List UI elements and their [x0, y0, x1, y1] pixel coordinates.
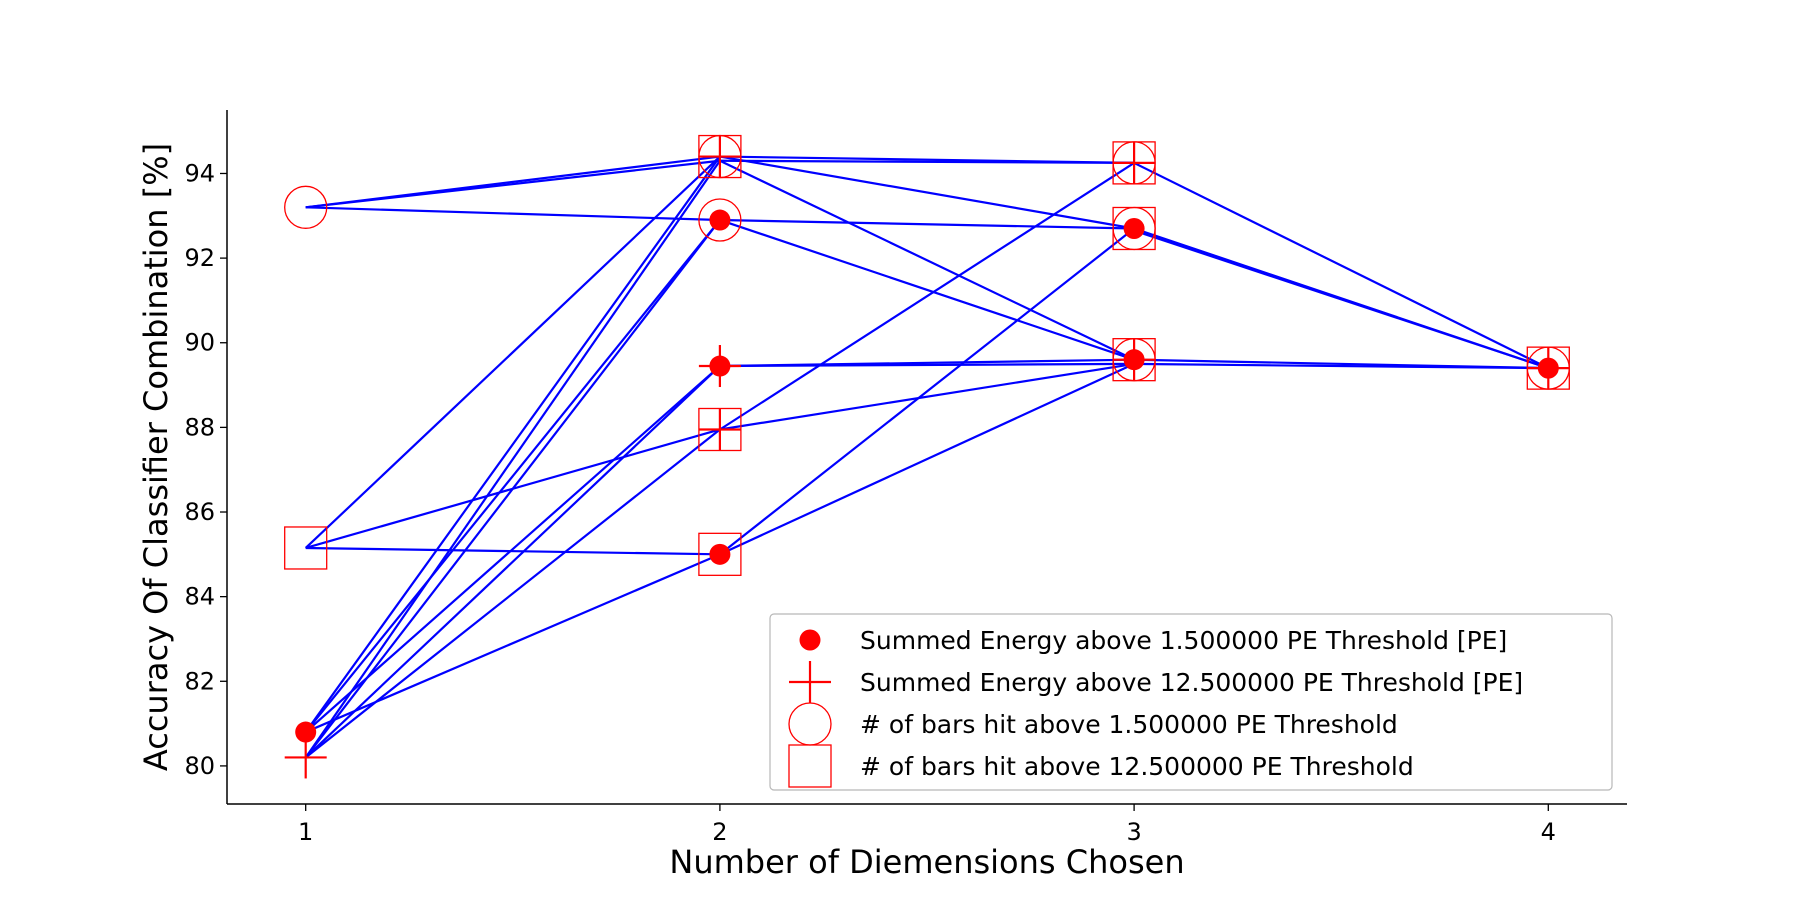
y-tick-label-80: 80 — [184, 752, 215, 780]
series-line-10 — [306, 161, 720, 758]
series-line-12 — [306, 366, 720, 757]
x-tick-label-2: 2 — [712, 818, 727, 846]
y-tick-label-84: 84 — [184, 583, 215, 611]
x-tick-label-3: 3 — [1126, 818, 1141, 846]
y-tick-label-86: 86 — [184, 498, 215, 526]
legend-label-circle: # of bars hit above 1.500000 PE Threshol… — [860, 710, 1398, 739]
x-axis-label: Number of Diemensions Chosen — [669, 843, 1184, 881]
legend-label-square: # of bars hit above 12.500000 PE Thresho… — [860, 752, 1414, 781]
series-line-19 — [720, 220, 1134, 360]
y-tick-label-94: 94 — [184, 159, 215, 187]
point-5-dot — [709, 210, 730, 231]
x-tick-label-4: 4 — [1541, 818, 1556, 846]
point-6-dot — [709, 356, 730, 377]
legend-label-plus: Summed Energy above 12.500000 PE Thresho… — [860, 668, 1523, 697]
series-line-13 — [306, 429, 720, 757]
series-line-17 — [720, 161, 1134, 360]
point-12-dot — [1538, 358, 1559, 379]
y-tick-label-88: 88 — [184, 413, 215, 441]
y-tick-label-92: 92 — [184, 244, 215, 272]
point-7-plus — [699, 408, 741, 450]
point-10-dot — [1124, 218, 1145, 239]
legend-label-dot: Summed Energy above 1.500000 PE Threshol… — [860, 626, 1507, 655]
series-line-26 — [1134, 163, 1548, 368]
y-axis-label: Accuracy Of Classifier Combination [%] — [137, 143, 175, 771]
point-8-dot — [709, 544, 730, 565]
legend: Summed Energy above 1.500000 PE Threshol… — [770, 614, 1612, 790]
series-line-2 — [306, 207, 720, 220]
y-tick-label-82: 82 — [184, 667, 215, 695]
series-line-1 — [306, 161, 720, 208]
point-11-dot — [1124, 349, 1145, 370]
y-tick-label-90: 90 — [184, 329, 215, 357]
series-line-9 — [306, 554, 720, 732]
series-line-7 — [306, 220, 720, 732]
y-ticks: 80 82 84 86 88 90 92 94 — [184, 159, 227, 779]
series-line-23 — [720, 163, 1134, 430]
series-line-28 — [1134, 231, 1548, 369]
legend-marker-dot — [800, 630, 821, 651]
x-ticks: 1 2 3 4 — [298, 804, 1556, 846]
x-tick-label-1: 1 — [298, 818, 313, 846]
series-line-16 — [720, 157, 1134, 229]
series-line-22 — [720, 364, 1134, 430]
series-line-6 — [306, 157, 720, 733]
series-line-18 — [720, 220, 1134, 228]
